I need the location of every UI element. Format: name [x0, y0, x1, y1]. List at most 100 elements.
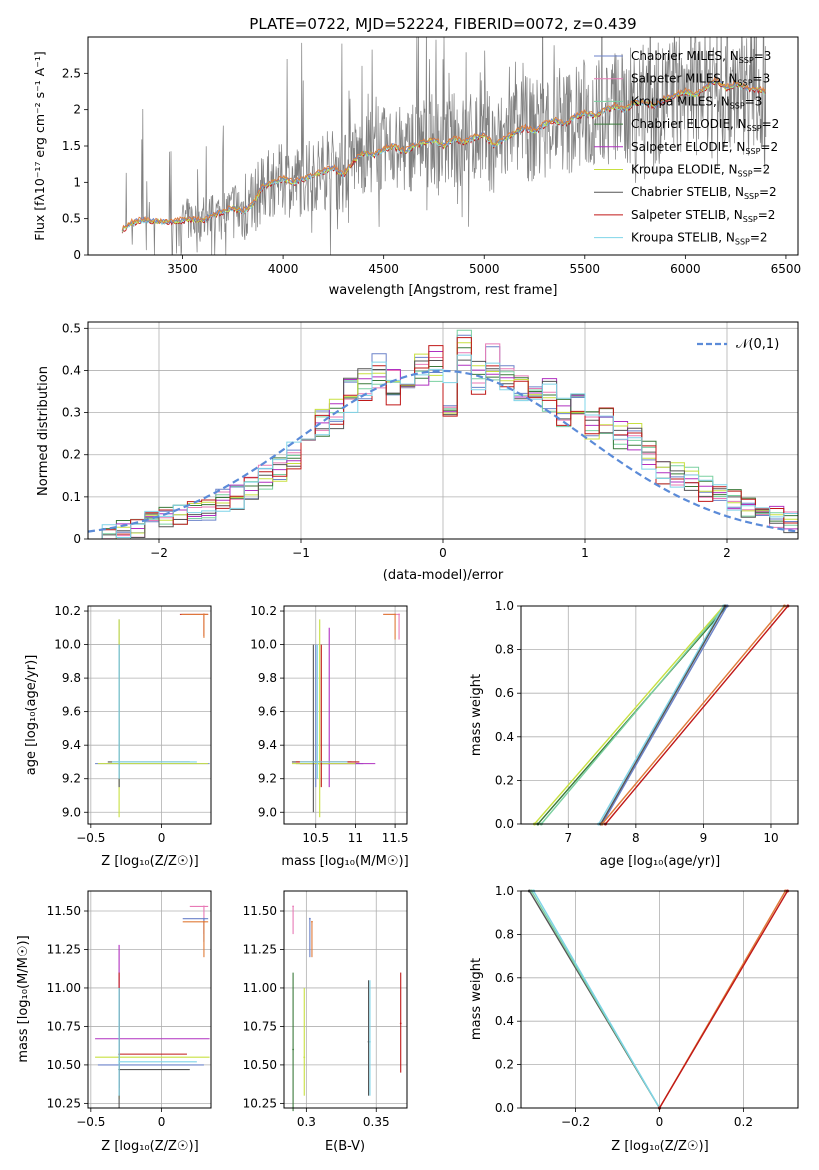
residual-gaussian	[87, 369, 799, 533]
data-point	[203, 920, 205, 923]
y-tick-label: 10.50	[243, 1058, 277, 1072]
y-tick-label: 0.6	[495, 971, 514, 985]
data-point	[398, 613, 400, 616]
legend-label-rest: =2	[750, 231, 768, 245]
y-tick-label: 0.6	[495, 686, 514, 700]
data-point	[203, 613, 205, 616]
data-point	[311, 920, 313, 923]
x-tick-label: 3500	[167, 262, 198, 276]
legend-label-rest: =2	[759, 185, 777, 199]
y-tick-label: 9.6	[258, 705, 277, 719]
y-tick-label: 1	[73, 175, 81, 189]
legend-label-rest: =3	[753, 72, 771, 86]
x-tick-label: 1	[581, 546, 589, 560]
legend-label-rest: =2	[758, 208, 776, 222]
x-tick-label: 4500	[368, 262, 399, 276]
legend-label: Chabrier STELIB, NSSP=2	[631, 185, 777, 201]
gaussian-curve	[87, 369, 799, 533]
residual-ticks: −2 −1 0 1 2 0 0.1 0.2 0.3 0.4 0.5	[62, 321, 731, 560]
x-tick-label: 0	[158, 1115, 166, 1129]
data-point	[316, 761, 319, 763]
gaussian-legend-label: 𝒩(0,1)	[736, 337, 779, 352]
y-tick-label: 0.2	[495, 773, 514, 787]
y-tick-label: 0.2	[495, 1058, 514, 1072]
model-spectrum-line-chabrier-miles	[121, 78, 766, 232]
age-mass-xlabel: mass [log₁₀(M/M☉)]	[281, 854, 408, 869]
spectrum-ylabel: Flux [fλ10⁻¹⁷ erg cm⁻² s⁻¹ A⁻¹]	[32, 51, 47, 240]
data-point	[308, 917, 311, 920]
mass-z-xlabel: Z [log₁₀(Z/Z☉)]	[101, 1139, 198, 1154]
y-tick-label: 10.25	[243, 1096, 277, 1110]
data-point	[367, 1040, 370, 1043]
data-point	[369, 1040, 371, 1043]
data-point	[292, 1048, 294, 1051]
cumulative-line	[604, 605, 789, 825]
data-point	[118, 1060, 121, 1063]
legend-label: Chabrier ELODIE, NSSP=2	[631, 117, 779, 133]
y-tick-label: 10.75	[47, 1019, 81, 1033]
cumulative-line	[658, 890, 789, 1109]
x-tick-label: 0.35	[363, 1115, 390, 1129]
x-tick-label: −2	[150, 546, 168, 560]
legend-subscript: SSP	[730, 101, 745, 110]
y-tick-label: 0.0	[495, 817, 514, 831]
panel-frame	[283, 605, 408, 825]
y-tick-label: 0.8	[495, 643, 514, 657]
x-tick-label: 6000	[670, 262, 701, 276]
x-tick-label: 11	[348, 831, 363, 845]
cumulative-age-ylabel: mass weight	[469, 674, 484, 756]
mass-ebv-panel: 0.3 0.35 10.25 10.50 10.75 11.00 11.25 11.50 E(…	[243, 890, 408, 1154]
data-point	[118, 761, 121, 763]
spectrum-xlabel: wavelength [Angstrom, rest frame]	[329, 283, 558, 298]
y-tick-label: 0.0	[495, 1101, 514, 1115]
legend-label: Kroupa MILES, NSSP=3	[631, 94, 762, 110]
legend-subscript: SSP	[743, 215, 758, 224]
age-z-xlabel: Z [log₁₀(Z/Z☉)]	[101, 854, 198, 869]
x-tick-label: 0	[439, 546, 447, 560]
x-tick-label: 5000	[469, 262, 500, 276]
spectrum-ticks: 3500 4000 4500 5000 5500 6000 6500 0 0.5 1 1.5 2 2.5	[62, 66, 801, 276]
y-tick-label: 9.4	[62, 738, 81, 752]
residual-ylabel: Normed distribution	[36, 366, 51, 496]
panel-frame	[520, 605, 799, 825]
x-tick-label: −0.5	[76, 831, 105, 845]
cumulative-z-content: −0.2 0 0.2 0.0 0.2 0.4 0.6 0.8 1.0	[495, 884, 799, 1129]
y-tick-label: 10.0	[250, 638, 277, 652]
residual-xlabel: (data-model)/error	[383, 568, 504, 583]
y-tick-label: 1.0	[495, 884, 514, 898]
legend-subscript: SSP	[744, 192, 759, 201]
spectrum-panel: 3500 4000 4500 5000 5500 6000 6500 0 0.5 1 1.5 2 2.5…	[32, 36, 801, 298]
y-tick-label: 11.00	[47, 981, 81, 995]
x-tick-label: 0	[656, 1115, 664, 1129]
y-tick-label: 9.8	[258, 671, 277, 685]
mass-z-panel: −0.5 0 10.25 10.50 10.75 11.00 11.25 11.50 Z [l…	[16, 890, 212, 1154]
cumulative-line	[601, 605, 728, 825]
x-tick-label: 10.5	[302, 831, 329, 845]
y-tick-label: 11.25	[243, 942, 277, 956]
legend-label: Salpeter STELIB, NSSP=2	[631, 208, 775, 224]
legend-subscript: SSP	[745, 147, 760, 156]
model-spectrum-line-orange	[121, 76, 766, 231]
cumulative-age-panel: 7 8 9 10 0.0 0.2 0.4 0.6 0.8 1.0 age [log₁₀(age/y…	[469, 599, 799, 869]
data-point	[303, 1056, 306, 1059]
x-tick-label: 0.2	[734, 1115, 753, 1129]
y-tick-label: 9.0	[258, 805, 277, 819]
residual-panel: −2 −1 0 1 2 0 0.1 0.2 0.3 0.4 0.5 (data-model)/err…	[36, 321, 799, 583]
x-tick-label: 2	[723, 546, 731, 560]
x-tick-label: 0	[158, 831, 166, 845]
panel-frame	[283, 890, 408, 1109]
cumulative-line	[533, 605, 725, 825]
age-z-content: −0.5 0 9.0 9.2 9.4 9.6 9.8 10.0 10.2	[54, 604, 212, 845]
x-tick-label: 4000	[268, 262, 299, 276]
spectrum-data-line	[121, 37, 767, 255]
cumulative-line	[600, 605, 726, 825]
cumulative-age-xlabel: age [log₁₀(age/yr)]	[600, 854, 721, 869]
figure-title: PLATE=0722, MJD=52224, FIBERID=0072, z=0…	[249, 15, 636, 33]
y-tick-label: 0.2	[62, 448, 81, 462]
age-mass-panel: 10.5 11 11.5 9.0 9.2 9.4 9.6 9.8 10.0 10.2 mass […	[250, 604, 408, 869]
y-tick-label: 9.0	[62, 805, 81, 819]
x-tick-label: 9	[700, 831, 708, 845]
data-point	[318, 762, 321, 765]
x-tick-label: −1	[292, 546, 310, 560]
y-tick-label: 11.50	[47, 904, 81, 918]
